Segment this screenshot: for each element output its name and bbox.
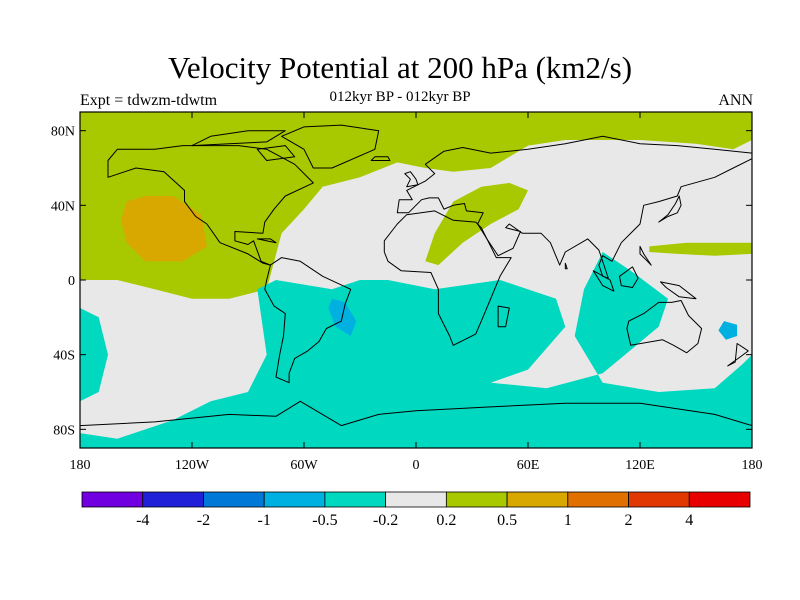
coastline-japan	[658, 195, 682, 223]
coastline-borneo	[619, 266, 639, 288]
colorbar-label-6: 0.5	[497, 512, 517, 529]
colorbar-swatch-8	[567, 491, 629, 508]
x-tick-label-6: 180	[742, 458, 763, 473]
colorbar-label-2: -1	[258, 512, 271, 529]
x-tick-label-5: 120E	[625, 458, 655, 473]
coastline-antarctica	[80, 400, 752, 448]
colorbar-label-8: 2	[625, 512, 633, 529]
colorbar-swatch-0	[81, 491, 144, 508]
y-tick-label-0: 80N	[51, 125, 75, 140]
season-label: ANN	[718, 92, 753, 109]
coastline-sri-lanka	[564, 262, 568, 270]
colorbar-label-5: 0.2	[436, 512, 456, 529]
coastline-greenland	[281, 124, 380, 169]
latitude-axis: 80N 40N 0 40S 80S	[51, 125, 752, 438]
colorbar-label-3: -0.5	[312, 512, 337, 529]
contour-region-2	[649, 242, 752, 256]
contour-region-4	[80, 252, 752, 448]
colorbar-swatch-6	[445, 491, 508, 508]
colorbar-swatch-2	[203, 491, 265, 508]
colorbar-swatch-9	[628, 491, 690, 508]
coastline-south-america	[264, 257, 352, 384]
colorbar-label-7: 1	[564, 512, 572, 529]
colorbar-swatch-10	[688, 491, 751, 508]
coastline-new-zealand	[727, 343, 749, 367]
colorbar-swatch-7	[506, 491, 569, 508]
x-tick-label-0: 180	[70, 458, 91, 473]
contour-region-7	[718, 321, 738, 340]
colorbar-swatch-1	[142, 491, 204, 508]
y-tick-label-1: 40N	[51, 199, 75, 214]
x-tick-label-4: 60E	[517, 458, 540, 473]
coastline-uk	[404, 171, 419, 188]
coastlines	[80, 124, 752, 448]
velocity-potential-map: 180 120W 60W 0 60E 120E 180 80N 40N 0 40S 80S	[51, 111, 763, 473]
longitude-axis: 180 120W 60W 0 60E 120E 180	[70, 112, 763, 473]
colorbar-label-9: 4	[685, 512, 693, 529]
x-tick-label-2: 60W	[290, 458, 318, 473]
experiment-label: Expt = tdwzm-tdwtm	[80, 92, 218, 109]
coastline-africa	[383, 210, 512, 346]
y-tick-label-4: 80S	[53, 423, 75, 438]
coastline-north-america	[107, 145, 314, 266]
coastline-philippines	[639, 245, 652, 266]
colorbar: -4 -2 -1 -0.5 -0.2 0.2 0.5 1 2 4	[81, 491, 751, 529]
coastline-baffin-island	[256, 145, 296, 161]
coastline-eurasia	[396, 135, 752, 279]
coastline-new-guinea	[660, 281, 697, 300]
coastline-sumatra	[592, 270, 615, 292]
coastline-iceland	[370, 156, 391, 161]
colorbar-label-4: -0.2	[373, 512, 398, 529]
contour-region-0	[80, 112, 752, 299]
plot-title: Velocity Potential at 200 hPa (km2/s)	[167, 50, 633, 85]
y-tick-label-2: 0	[68, 274, 75, 289]
coastline-cuba	[256, 238, 277, 244]
coastline-arctic-archipelago	[191, 130, 286, 147]
colorbar-swatch-4	[324, 491, 387, 508]
colorbar-label-0: -4	[136, 512, 149, 529]
contour-region-3	[121, 196, 207, 262]
colorbar-label-1: -2	[197, 512, 210, 529]
plot-subtitle: 012kyr BP - 012kyr BP	[329, 89, 471, 105]
colorbar-swatch-5	[385, 491, 447, 508]
x-tick-label-1: 120W	[175, 458, 210, 473]
colorbar-swatch-3	[263, 491, 326, 508]
contour-regions	[80, 112, 752, 448]
coastline-australia	[626, 300, 703, 354]
coastline-madagascar	[497, 305, 510, 328]
y-tick-label-3: 40S	[53, 349, 75, 364]
contour-region-1	[425, 182, 528, 266]
x-tick-label-3: 0	[413, 458, 420, 473]
contour-region-5	[80, 308, 108, 402]
